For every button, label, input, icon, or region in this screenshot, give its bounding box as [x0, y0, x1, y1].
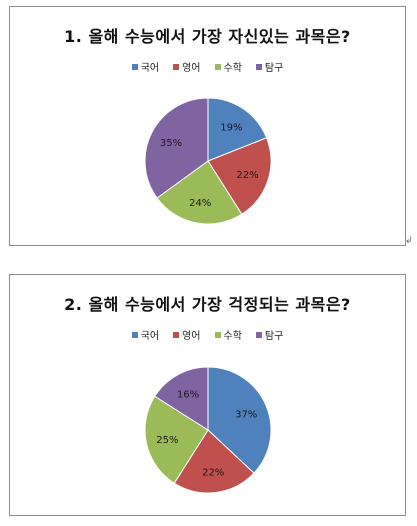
paragraph-mark: ↲	[405, 236, 413, 246]
pie-slice	[156, 160, 243, 225]
pie-slice	[144, 97, 209, 199]
legend-swatch	[255, 63, 262, 70]
pie-slice	[173, 429, 255, 494]
legend-swatch	[255, 331, 262, 338]
data-label: 24%	[189, 198, 211, 209]
chart-legend: 국어 영어 수학 탐구	[10, 327, 405, 342]
legend-label: 수학	[223, 331, 242, 342]
legend-swatch	[131, 331, 138, 338]
pie-chart-2: 2. 올해 수능에서 가장 걱정되는 과목은? 국어 영어 수학 탐구 37% 2…	[9, 274, 406, 516]
legend-swatch	[131, 63, 138, 70]
chart-legend: 국어 영어 수학 탐구	[10, 59, 405, 74]
legend-item: 탐구	[255, 327, 284, 342]
legend-swatch	[214, 63, 221, 70]
pie-plot: 37% 22% 25% 16%	[144, 366, 272, 494]
legend-label: 수학	[223, 63, 242, 74]
legend-item: 탐구	[255, 59, 284, 74]
data-label: 25%	[156, 435, 178, 446]
legend-swatch	[214, 331, 221, 338]
legend-item: 영어	[173, 327, 201, 342]
pie-slice	[207, 366, 272, 474]
legend-swatch	[173, 63, 180, 70]
legend-label: 영어	[182, 331, 201, 342]
legend-item: 수학	[214, 59, 242, 74]
chart-title: 2. 올해 수능에서 가장 걱정되는 과목은?	[64, 295, 351, 314]
legend-label: 탐구	[264, 63, 284, 74]
legend-item: 수학	[214, 327, 242, 342]
pie-chart-1: 1. 올해 수능에서 가장 자신있는 과목은? 국어 영어 수학 탐구 19% 2…	[9, 6, 406, 246]
pie-plot: 19% 22% 24% 35%	[144, 97, 272, 225]
chart-title: 1. 올해 수능에서 가장 자신있는 과목은?	[64, 27, 351, 46]
legend-swatch	[173, 331, 180, 338]
pie-slice	[144, 395, 209, 484]
legend-label: 영어	[182, 63, 201, 74]
pie-slice	[154, 366, 209, 431]
legend-label: 국어	[140, 63, 160, 74]
data-label: 22%	[202, 467, 224, 478]
data-label: 19%	[220, 123, 242, 134]
data-label: 22%	[236, 170, 258, 181]
data-label: 37%	[235, 410, 257, 421]
data-label: 16%	[177, 390, 199, 401]
legend-item: 국어	[131, 59, 160, 74]
legend-label: 국어	[140, 331, 160, 342]
legend-item: 국어	[131, 327, 160, 342]
legend-item: 영어	[173, 59, 201, 74]
pie-slice	[207, 97, 268, 162]
pie-slice	[207, 137, 272, 215]
legend-label: 탐구	[264, 331, 284, 342]
data-label: 35%	[160, 138, 182, 149]
